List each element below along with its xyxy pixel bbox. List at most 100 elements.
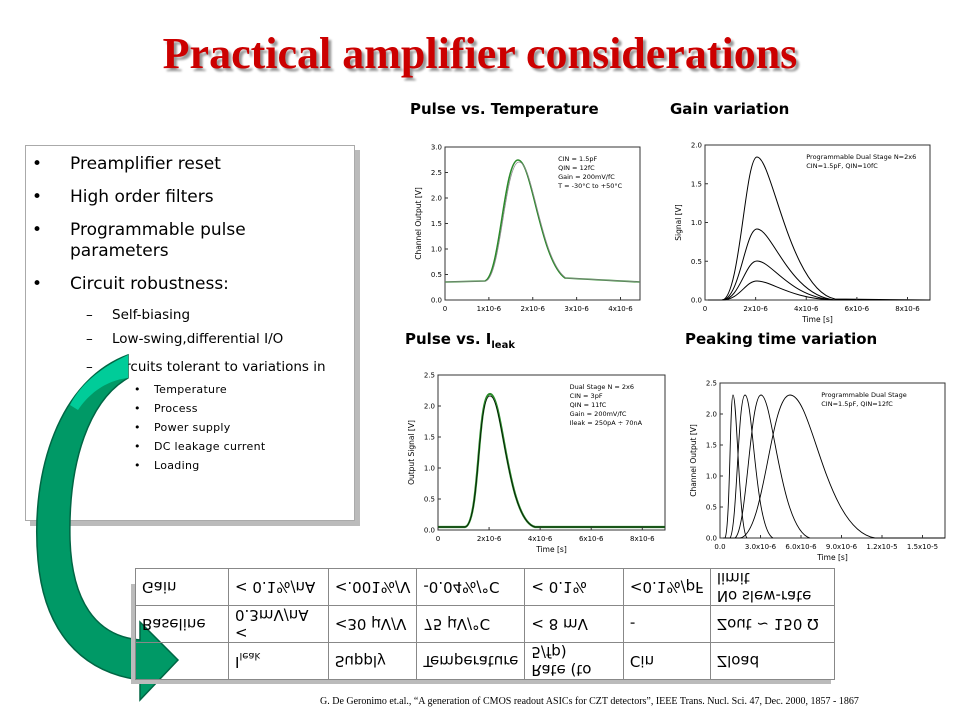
annotation: Programmable Dual Stage N=2x6 bbox=[806, 153, 916, 161]
text-box: Preamplifier reset High order filters Pr… bbox=[25, 145, 355, 521]
plot-title: Peaking time variation bbox=[685, 330, 877, 348]
table-cell: -0.04%/°C bbox=[416, 568, 525, 606]
plot-title: Pulse vs. Ileak bbox=[405, 330, 515, 351]
table: Ileak Supply Temperature Rate (to 5/fp) … bbox=[135, 568, 835, 680]
bullet: Preamplifier reset bbox=[32, 154, 354, 175]
annotation: CIN = 1.5pF bbox=[558, 155, 597, 163]
y-tick-label: 0.5 bbox=[706, 504, 717, 512]
x-tick-label: 1x10-6 bbox=[477, 305, 502, 313]
table-cell: Ileak bbox=[228, 642, 329, 680]
x-tick-label: 4x10-6 bbox=[528, 535, 553, 543]
curve bbox=[705, 260, 836, 301]
table-cell: < 0.1%/nA bbox=[228, 568, 329, 606]
bullet: High order filters bbox=[32, 187, 354, 208]
sub-sub-bullet: Loading bbox=[134, 459, 354, 472]
table-cell: Temperature bbox=[416, 642, 525, 680]
table-cell: < 0.3mV/nA bbox=[228, 605, 329, 643]
y-tick-label: 1.5 bbox=[431, 220, 442, 228]
annotation: Gain = 200mV/fC bbox=[558, 173, 615, 181]
x-tick-label: 2x10-6 bbox=[743, 305, 768, 313]
y-tick-label: 1.5 bbox=[424, 434, 435, 442]
y-tick-label: 0.5 bbox=[691, 258, 702, 266]
x-tick-label: 2x10-6 bbox=[521, 305, 546, 313]
x-tick-label: 2x10-6 bbox=[477, 535, 502, 543]
y-tick-label: 2.0 bbox=[691, 142, 702, 150]
y-axis-label: Signal [V] bbox=[674, 204, 683, 240]
curve bbox=[720, 394, 811, 539]
y-tick-label: 2.0 bbox=[431, 195, 442, 203]
annotation: Dual Stage N = 2x6 bbox=[570, 383, 634, 391]
x-tick-label: 4x10-6 bbox=[608, 305, 633, 313]
table-cell: Baseline bbox=[135, 605, 229, 643]
table-header: Ileak Supply Temperature Rate (to 5/fp) … bbox=[135, 642, 835, 680]
y-tick-label: 2.5 bbox=[424, 372, 435, 380]
y-tick-label: 1.0 bbox=[431, 246, 442, 254]
table-cell: <30 μV/V bbox=[328, 605, 417, 643]
x-tick-label: 0 bbox=[443, 305, 447, 313]
sub-sub-bullet: DC leakage current bbox=[134, 440, 354, 453]
bullet: Programmable pulse parameters bbox=[32, 220, 300, 262]
x-axis-label: Time [s] bbox=[801, 315, 833, 324]
table-cell: Rate (to 5/fp) bbox=[524, 642, 624, 680]
x-tick-label: 6x10-6 bbox=[579, 535, 604, 543]
y-tick-label: 1.5 bbox=[691, 180, 702, 188]
curve bbox=[705, 228, 930, 301]
x-axis-label: Time [s] bbox=[816, 553, 848, 562]
table-cell: Cin bbox=[623, 642, 711, 680]
x-tick-label: 1.2x10-5 bbox=[866, 543, 897, 551]
annotation: CIN = 3pF bbox=[570, 392, 603, 400]
x-tick-label: 0.0 bbox=[714, 543, 725, 551]
x-tick-label: 9.0x10-6 bbox=[826, 543, 858, 551]
annotation: QIN = 12fC bbox=[558, 164, 595, 172]
table-cell: - bbox=[623, 605, 711, 643]
citation: G. De Geronimo et.al., “A generation of … bbox=[320, 696, 859, 707]
y-axis-label: Channel Output [V] bbox=[414, 187, 423, 260]
annotation: CIN=1.5pF, QIN=12fC bbox=[821, 400, 893, 408]
curve bbox=[705, 156, 931, 301]
title-sub: leak bbox=[491, 340, 515, 351]
x-tick-label: 8x10-6 bbox=[895, 305, 920, 313]
table-grid: Ileak Supply Temperature Rate (to 5/fp) … bbox=[135, 568, 835, 680]
curve bbox=[720, 394, 945, 539]
y-tick-label: 0.0 bbox=[691, 297, 702, 305]
annotation: T = -30°C to +50°C bbox=[557, 182, 623, 190]
sub-sub-bullet: Power supply bbox=[134, 421, 354, 434]
y-tick-label: 3.0 bbox=[431, 144, 442, 152]
table-cell: < 0.1% bbox=[524, 568, 624, 606]
plot: Pulse vs. Temperature 0.0 0.5 1.0 1.5 2.0 2.5 3… bbox=[410, 100, 641, 313]
table-cell: < 8 mV bbox=[524, 605, 624, 643]
plot-frame bbox=[444, 146, 641, 301]
x-axis-label: Time [s] bbox=[535, 545, 567, 554]
table-cell: 75 μV/°C bbox=[416, 605, 525, 643]
x-tick-label: 1.5x10-5 bbox=[907, 543, 938, 551]
y-tick-label: 1.5 bbox=[706, 442, 717, 450]
plot-title: Pulse vs. Temperature bbox=[410, 100, 599, 118]
y-tick-label: 2.5 bbox=[706, 380, 717, 388]
x-tick-label: 0 bbox=[703, 305, 707, 313]
curve bbox=[438, 395, 665, 528]
plot: Pulse vs. Ileak 0.0 0.5 1.0 1.5 2.0 2.5 0 2x10-6… bbox=[405, 330, 666, 554]
y-tick-label: 1.0 bbox=[691, 219, 702, 227]
sub-bullet: Self-biasing bbox=[86, 307, 354, 323]
y-tick-label: 0.5 bbox=[431, 271, 442, 279]
slide-title: Practical amplifier considerations bbox=[162, 29, 798, 78]
annotation: QIN = 11fC bbox=[570, 401, 607, 409]
header-sub: leak bbox=[239, 650, 261, 662]
y-tick-label: 0.0 bbox=[424, 527, 435, 535]
y-tick-label: 0.0 bbox=[431, 297, 442, 305]
curve bbox=[705, 280, 836, 301]
y-tick-label: 1.0 bbox=[424, 465, 435, 473]
plot-frame bbox=[437, 374, 666, 531]
table-cell: <.001%/V bbox=[328, 568, 417, 606]
annotation: Gain = 200mV/fC bbox=[570, 410, 627, 418]
y-tick-label: 0.5 bbox=[424, 496, 435, 504]
x-tick-label: 3x10-6 bbox=[564, 305, 589, 313]
y-tick-label: 2.0 bbox=[706, 411, 717, 419]
x-tick-label: 8x10-6 bbox=[630, 535, 655, 543]
y-axis-label: Output Signal [V] bbox=[407, 420, 416, 485]
y-axis-label: Channel Output [V] bbox=[689, 424, 698, 497]
y-tick-label: 1.0 bbox=[706, 473, 717, 481]
annotation: Ileak = 250pA ÷ 70nA bbox=[570, 419, 643, 427]
annotation: Programmable Dual Stage bbox=[821, 391, 907, 399]
curve bbox=[720, 394, 748, 539]
